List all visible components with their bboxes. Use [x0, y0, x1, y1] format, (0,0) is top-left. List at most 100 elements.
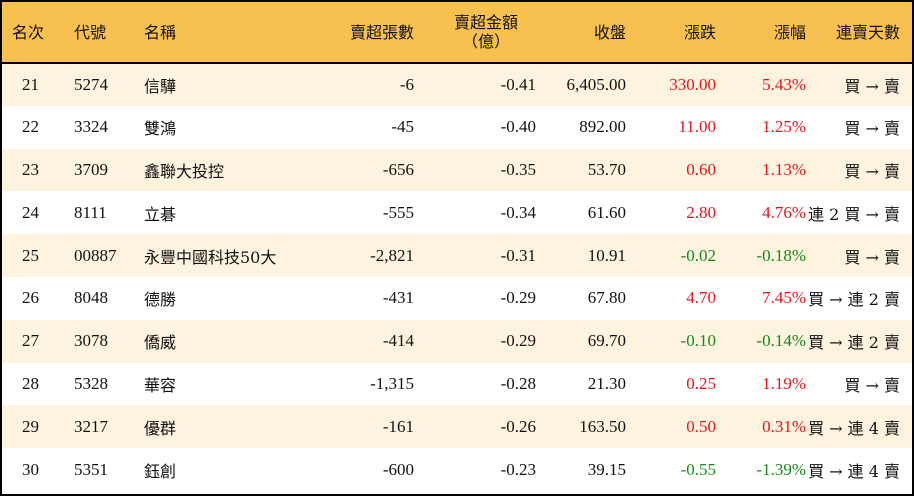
- cell-net-sell-lots: -414: [382, 331, 414, 351]
- header-row: 名次 代號 名稱 賣超張數 賣超金額 （億） 收盤 漲跌 漲幅 連賣天數: [2, 2, 912, 64]
- cell-close: 69.70: [587, 331, 626, 351]
- cell-name[interactable]: 鈺創: [144, 461, 177, 481]
- cell-net-sell-amount: -0.41: [500, 74, 536, 94]
- cell-change-pct: 7.45%: [762, 288, 806, 308]
- header-rank[interactable]: 名次: [2, 2, 74, 64]
- table-row[interactable]: 29 3217 優群 -161 -0.26 163.50 0.50 0.31% …: [2, 405, 912, 449]
- cell-change-pct: 1.25%: [762, 117, 806, 137]
- cell-change-pct: 1.13%: [762, 159, 806, 179]
- cell-rank: 26: [22, 288, 39, 308]
- cell-name[interactable]: 優群: [144, 418, 177, 438]
- cell-name[interactable]: 鑫聯大投控: [144, 161, 225, 181]
- cell-code[interactable]: 3217: [74, 416, 108, 436]
- table-row[interactable]: 30 5351 鈺創 -600 -0.23 39.15 -0.55 -1.39%…: [2, 448, 912, 491]
- header-change-pct[interactable]: 漲幅: [716, 2, 806, 64]
- cell-net-sell-lots: -161: [382, 416, 414, 436]
- cell-change: 0.25: [686, 373, 716, 393]
- cell-name[interactable]: 雙鴻: [144, 119, 177, 139]
- cell-net-sell-lots: -555: [382, 202, 414, 222]
- cell-consecutive-days: 買 → 連 4 賣: [808, 461, 900, 481]
- cell-rank: 25: [22, 245, 39, 265]
- cell-name[interactable]: 僑威: [144, 333, 177, 353]
- header-code[interactable]: 代號: [74, 2, 144, 64]
- cell-net-sell-amount: -0.35: [500, 159, 536, 179]
- cell-code[interactable]: 8048: [74, 288, 108, 308]
- cell-change: 330.00: [669, 74, 716, 94]
- table-header: 名次 代號 名稱 賣超張數 賣超金額 （億） 收盤 漲跌 漲幅 連賣天數: [2, 2, 912, 64]
- cell-rank: 29: [22, 416, 39, 436]
- cell-change: -0.02: [680, 245, 716, 265]
- table-row[interactable]: 24 8111 立碁 -555 -0.34 61.60 2.80 4.76% 連…: [2, 191, 912, 235]
- cell-change: 0.60: [686, 159, 716, 179]
- cell-consecutive-days: 買 → 賣: [844, 375, 900, 395]
- cell-name[interactable]: 德勝: [144, 290, 177, 310]
- cell-change: 11.00: [678, 117, 716, 137]
- table-row[interactable]: 28 5328 華容 -1,315 -0.28 21.30 0.25 1.19%…: [2, 362, 912, 406]
- cell-change-pct: -1.39%: [756, 459, 806, 479]
- cell-net-sell-amount: -0.34: [500, 202, 536, 222]
- cell-change-pct: 1.19%: [762, 373, 806, 393]
- header-consecutive-days[interactable]: 連賣天數: [806, 2, 912, 64]
- cell-code[interactable]: 5351: [74, 459, 108, 479]
- cell-name[interactable]: 信驊: [144, 76, 177, 96]
- cell-consecutive-days: 買 → 連 2 賣: [808, 333, 900, 353]
- cell-change: 0.50: [686, 416, 716, 436]
- cell-code[interactable]: 3078: [74, 331, 108, 351]
- cell-close: 67.80: [587, 288, 626, 308]
- cell-close: 53.70: [587, 159, 626, 179]
- cell-code[interactable]: 3324: [74, 117, 108, 137]
- cell-consecutive-days: 買 → 賣: [844, 119, 900, 139]
- cell-rank: 24: [22, 202, 39, 222]
- cell-name[interactable]: 立碁: [144, 204, 177, 224]
- cell-code[interactable]: 8111: [74, 202, 107, 222]
- table-row[interactable]: 25 00887 永豐中國科技50大 -2,821 -0.31 10.91 -0…: [2, 234, 912, 277]
- cell-close: 163.50: [579, 416, 626, 436]
- cell-rank: 27: [22, 331, 39, 351]
- cell-change-pct: 0.31%: [762, 416, 806, 436]
- cell-change-pct: 5.43%: [762, 74, 806, 94]
- cell-net-sell-amount: -0.31: [500, 245, 536, 265]
- table-row[interactable]: 26 8048 德勝 -431 -0.29 67.80 4.70 7.45% 買…: [2, 276, 912, 320]
- cell-consecutive-days: 買 → 賣: [844, 161, 900, 181]
- cell-close: 21.30: [587, 373, 626, 393]
- cell-code[interactable]: 5274: [74, 74, 108, 94]
- cell-code[interactable]: 3709: [74, 159, 108, 179]
- cell-rank: 23: [22, 159, 39, 179]
- cell-consecutive-days: 買 → 賣: [844, 76, 900, 96]
- cell-net-sell-lots: -600: [382, 459, 414, 479]
- cell-net-sell-amount: -0.23: [500, 459, 536, 479]
- cell-rank: 22: [22, 117, 39, 137]
- cell-name[interactable]: 華容: [144, 375, 177, 395]
- cell-close: 39.15: [587, 459, 626, 479]
- table-row[interactable]: 27 3078 僑威 -414 -0.29 69.70 -0.10 -0.14%…: [2, 319, 912, 363]
- header-net-sell-lots[interactable]: 賣超張數: [294, 2, 414, 64]
- table-row[interactable]: 21 5274 信驊 -6 -0.41 6,405.00 330.00 5.43…: [2, 63, 912, 106]
- cell-net-sell-lots: -1,315: [370, 373, 414, 393]
- table-row[interactable]: 22 3324 雙鴻 -45 -0.40 892.00 11.00 1.25% …: [2, 105, 912, 149]
- cell-close: 61.60: [587, 202, 626, 222]
- cell-close: 10.91: [587, 245, 626, 265]
- cell-consecutive-days: 買 → 連 2 賣: [808, 290, 900, 310]
- cell-change: 4.70: [686, 288, 716, 308]
- cell-consecutive-days: 買 → 連 4 賣: [808, 418, 900, 438]
- cell-consecutive-days: 買 → 賣: [844, 247, 900, 267]
- cell-code[interactable]: 00887: [74, 245, 117, 265]
- cell-net-sell-lots: -2,821: [370, 245, 414, 265]
- cell-code[interactable]: 5328: [74, 373, 108, 393]
- cell-net-sell-lots: -6: [399, 74, 414, 94]
- cell-net-sell-lots: -431: [382, 288, 414, 308]
- table-body: 21 5274 信驊 -6 -0.41 6,405.00 330.00 5.43…: [2, 63, 912, 491]
- cell-change: -0.10: [680, 331, 716, 351]
- cell-net-sell-amount: -0.29: [500, 288, 536, 308]
- cell-net-sell-amount: -0.26: [500, 416, 536, 436]
- header-change[interactable]: 漲跌: [626, 2, 716, 64]
- cell-change: -0.55: [680, 459, 716, 479]
- cell-change-pct: -0.14%: [756, 331, 806, 351]
- table-row[interactable]: 23 3709 鑫聯大投控 -656 -0.35 53.70 0.60 1.13…: [2, 148, 912, 192]
- header-net-sell-amount[interactable]: 賣超金額 （億）: [414, 2, 536, 64]
- cell-name[interactable]: 永豐中國科技50大: [144, 247, 277, 267]
- header-name[interactable]: 名稱: [144, 2, 294, 64]
- header-close[interactable]: 收盤: [536, 2, 626, 64]
